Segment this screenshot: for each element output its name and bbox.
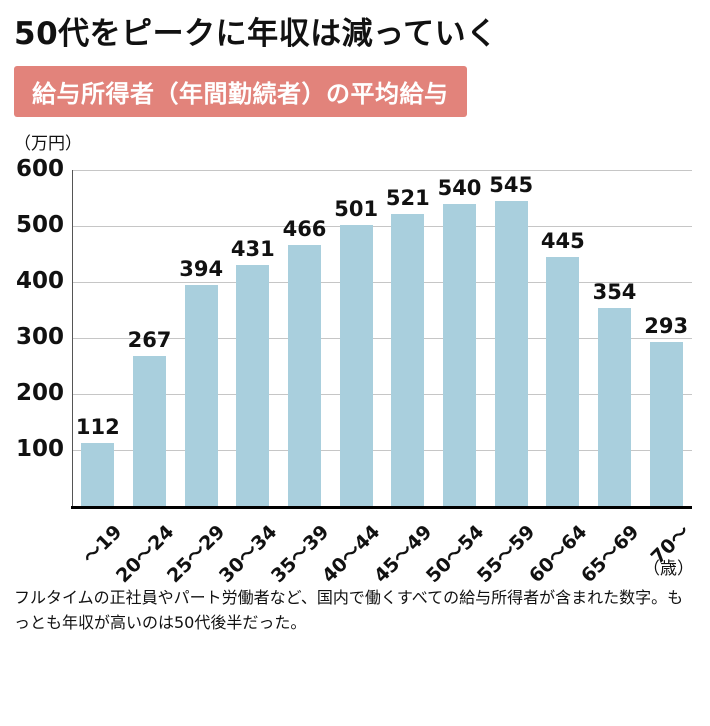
bar-value-label: 521: [385, 186, 430, 211]
bar-chart: （歳） 100 200 300 400 500 600 112 ～19 267 20～24 394 2…: [14, 154, 696, 587]
page-title: 50代をピークに年収は減っていく: [14, 16, 498, 52]
bar: [288, 245, 321, 507]
bar: [185, 285, 218, 507]
bar-value-label: 112: [75, 415, 120, 440]
bar-value-label: 445: [540, 229, 585, 254]
gridline: [72, 394, 692, 396]
bar: [546, 257, 579, 507]
bar-value-label: 540: [437, 176, 482, 201]
gridline: [72, 170, 692, 172]
chart-subtitle-badge: 給与所得者（年間勤続者）の平均給与: [14, 66, 467, 118]
bar: [495, 201, 528, 507]
bar: [650, 342, 683, 507]
gridline: [72, 226, 692, 228]
bar: [133, 356, 166, 507]
bar: [391, 214, 424, 507]
x-axis-unit-label: （歳）: [643, 559, 694, 580]
footer-note: フルタイムの正社員やパート労働者など、国内で働くすべての給与所得者が含まれた数字…: [14, 588, 684, 633]
x-axis-line: [71, 506, 692, 510]
gridline: [72, 338, 692, 340]
gridline: [72, 282, 692, 284]
y-tick-label: 400: [15, 268, 64, 295]
bar: [340, 225, 373, 507]
y-tick-label: 600: [15, 156, 64, 183]
bar: [598, 308, 631, 507]
y-tick-label: 300: [15, 324, 64, 351]
y-tick-label: 100: [15, 436, 64, 463]
bar-value-label: 267: [127, 328, 172, 353]
bar: [81, 443, 114, 507]
bar: [236, 265, 269, 507]
bar-value-label: 431: [230, 237, 275, 262]
bar-value-label: 354: [592, 280, 637, 305]
y-axis-unit-label: （万円）: [14, 134, 82, 155]
bar-value-label: 545: [489, 173, 534, 198]
y-tick-label: 500: [15, 212, 64, 239]
bar: [443, 204, 476, 507]
y-tick-label: 200: [15, 380, 64, 407]
y-axis-line: [72, 170, 73, 507]
bar-value-label: 501: [334, 197, 379, 222]
bar-value-label: 394: [179, 257, 224, 282]
gridline: [72, 450, 692, 452]
bar-value-label: 293: [644, 314, 689, 339]
bar-value-label: 466: [282, 217, 327, 242]
